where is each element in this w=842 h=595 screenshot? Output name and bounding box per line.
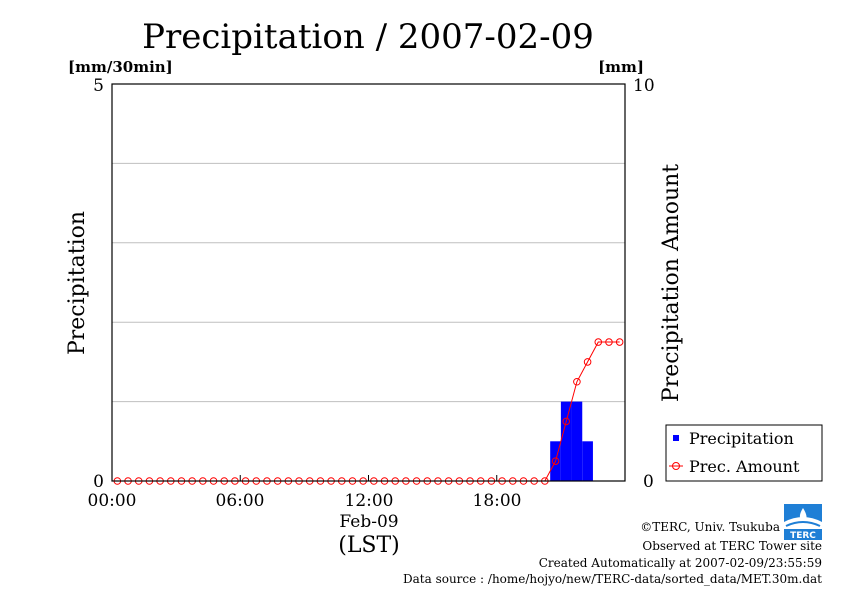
precipitation-bar bbox=[571, 401, 583, 481]
logo-text-band bbox=[784, 529, 822, 540]
precipitation-bars bbox=[550, 401, 593, 481]
logo-text: TERC bbox=[790, 531, 816, 541]
legend-box bbox=[665, 424, 823, 482]
right-y-axis-label: Precipitation Amount bbox=[659, 164, 684, 402]
legend-precipitation-label: Precipitation bbox=[689, 429, 794, 448]
right-y-tick-zero: 0 bbox=[643, 472, 654, 492]
chart-title: Precipitation / 2007-02-09 bbox=[142, 17, 594, 57]
amount-point bbox=[551, 457, 560, 465]
amount-point bbox=[583, 358, 592, 366]
legend-amount-label: Prec. Amount bbox=[689, 457, 800, 476]
x-date-label: Feb-09 bbox=[339, 512, 398, 532]
grid-lines bbox=[112, 162, 625, 403]
legend: Precipitation Prec. Amount bbox=[665, 424, 823, 482]
legend-precipitation-swatch bbox=[673, 435, 679, 441]
x-axis-ticks bbox=[111, 475, 498, 481]
x-axis-label: (LST) bbox=[338, 533, 400, 558]
footer-source: Data source : /home/hojyo/new/TERC-data/… bbox=[403, 572, 822, 586]
footer-observed: Observed at TERC Tower site bbox=[642, 539, 822, 553]
amount-point bbox=[573, 377, 581, 386]
plot-frame bbox=[111, 83, 626, 482]
left-y-axis-label: Precipitation bbox=[65, 211, 90, 355]
left-y-tick-zero: 0 bbox=[93, 472, 104, 492]
x-tick-label: 12:00 bbox=[345, 491, 394, 511]
right-y-tick-max: 10 bbox=[633, 76, 655, 96]
precipitation-amount-line bbox=[113, 338, 624, 485]
amount-line-path bbox=[117, 341, 620, 482]
left-y-tick-max: 5 bbox=[93, 76, 104, 96]
logo-arc-icon bbox=[785, 521, 821, 527]
footer-created: Created Automatically at 2007-02-09/23:5… bbox=[539, 556, 822, 570]
left-axis-unit: [mm/30min] bbox=[68, 58, 173, 76]
terc-logo: TERC bbox=[784, 504, 822, 541]
right-axis-unit: [mm] bbox=[598, 58, 644, 76]
amount-point bbox=[615, 338, 624, 346]
legend-amount-marker bbox=[672, 462, 680, 470]
amount-point bbox=[605, 338, 613, 346]
x-tick-label: 06:00 bbox=[216, 491, 265, 511]
logo-drop-icon bbox=[799, 508, 807, 522]
x-tick-label: 18:00 bbox=[473, 491, 522, 511]
x-tick-label: 00:00 bbox=[88, 491, 137, 511]
precipitation-bar bbox=[560, 401, 572, 481]
footer-copyright: ©TERC, Univ. Tsukuba bbox=[640, 520, 780, 534]
amount-point bbox=[562, 417, 571, 426]
precipitation-bar bbox=[582, 441, 593, 481]
amount-point bbox=[594, 338, 603, 346]
